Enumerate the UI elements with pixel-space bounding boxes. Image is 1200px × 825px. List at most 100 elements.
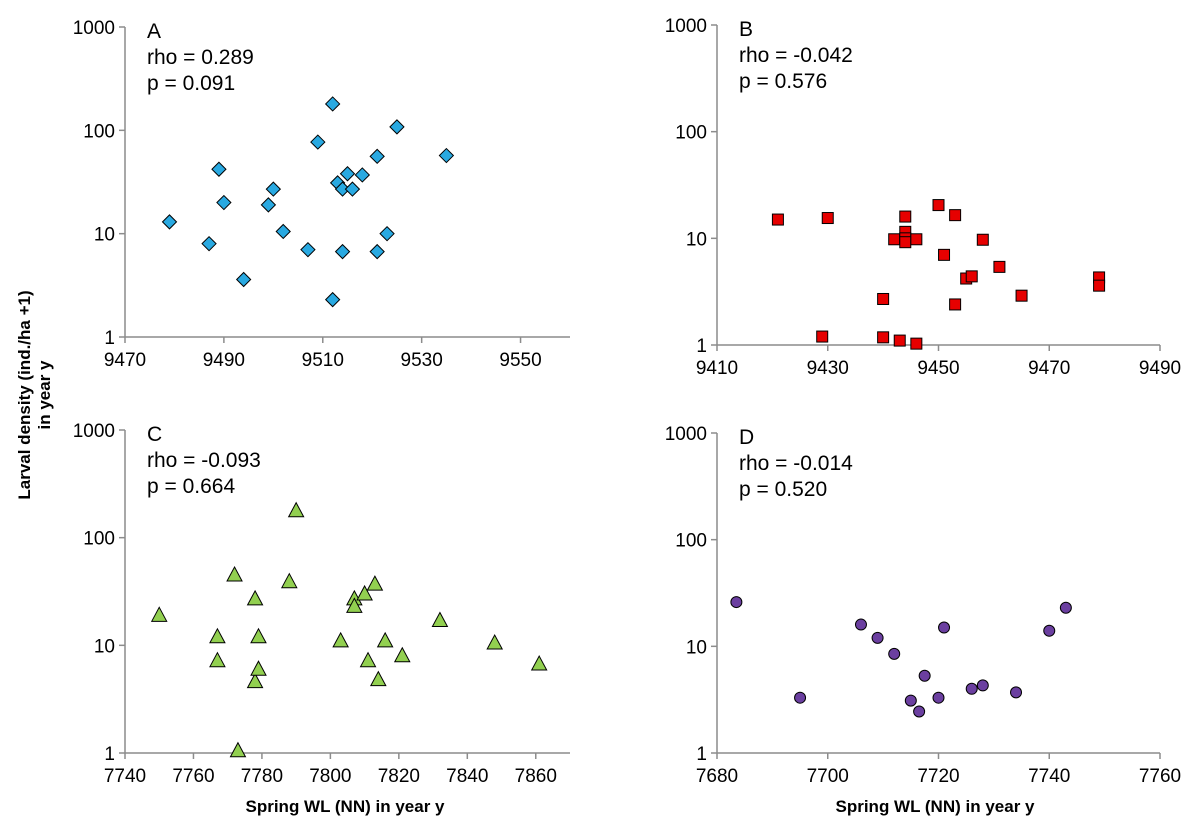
data-point (209, 627, 226, 644)
data-point (932, 199, 945, 212)
data-point (888, 647, 901, 660)
x-tick-label: 9410 (696, 358, 738, 379)
data-point (938, 248, 951, 261)
data-point (354, 167, 371, 183)
data-point (287, 501, 305, 518)
p-annotation: p = 0.091 (147, 72, 235, 95)
rho-annotation: rho = 0.289 (147, 46, 254, 69)
data-point (332, 631, 349, 648)
x-tick-label: 7720 (917, 766, 959, 787)
p-annotation: p = 0.664 (147, 475, 235, 498)
data-point (359, 651, 377, 668)
data-point (899, 236, 912, 249)
data-point (877, 331, 890, 344)
data-point (346, 597, 363, 613)
data-point (932, 691, 945, 704)
data-point (976, 679, 989, 692)
panel-letter: B (739, 18, 753, 41)
data-point (280, 572, 298, 589)
data-point (431, 611, 449, 628)
data-point (376, 631, 394, 648)
y-tick-label: 1 (696, 336, 707, 357)
data-point (226, 565, 243, 582)
data-point (877, 292, 890, 305)
y-tick-label: 100 (83, 529, 115, 550)
data-point (771, 213, 784, 226)
data-point (965, 682, 978, 695)
x-axis-label-right: Spring WL (NN) in year y (836, 797, 1036, 816)
x-tick-label: 7780 (241, 766, 283, 787)
data-point (904, 694, 917, 707)
data-point (324, 291, 341, 308)
data-point (211, 161, 227, 177)
data-point (993, 260, 1006, 273)
x-tick-label: 9530 (401, 350, 443, 371)
x-tick-label: 9470 (104, 350, 146, 371)
p-annotation: p = 0.576 (739, 70, 827, 93)
x-tick-label: 7760 (172, 766, 214, 787)
x-tick-label: 9490 (1139, 358, 1181, 379)
x-tick-label: 9490 (203, 350, 245, 371)
rho-annotation: rho = -0.014 (739, 452, 853, 475)
p-annotation: p = 0.520 (739, 478, 827, 501)
x-tick-label: 7740 (104, 766, 146, 787)
data-point (1043, 624, 1056, 637)
panel-c: 1 10 100 1000 7740 7760 7780 7800 7820 7840 7860 Cr… (73, 421, 570, 787)
data-point (310, 134, 326, 150)
data-point (821, 212, 834, 225)
y-tick-label: 10 (94, 636, 115, 657)
y-tick-label: 100 (675, 531, 707, 552)
data-point (949, 209, 962, 222)
data-point (888, 233, 901, 246)
y-tick-label: 100 (83, 121, 115, 142)
data-point (938, 621, 951, 634)
data-point (918, 669, 931, 682)
data-point (250, 627, 267, 644)
y-tick-label: 1000 (73, 18, 115, 39)
data-point (486, 633, 504, 650)
data-point (1059, 601, 1072, 614)
data-point (910, 233, 923, 246)
y-tick-label: 100 (675, 123, 707, 144)
x-tick-label: 9510 (302, 350, 344, 371)
data-point (899, 210, 912, 223)
data-point (161, 214, 178, 230)
data-point (250, 660, 267, 676)
data-point (1015, 289, 1028, 302)
y-tick-label: 1 (696, 744, 707, 765)
data-point (324, 96, 341, 112)
x-tick-label: 7840 (446, 766, 488, 787)
data-point (965, 270, 978, 283)
panel-letter: A (147, 20, 161, 43)
data-point (260, 197, 277, 213)
data-point (366, 575, 384, 591)
data-point (369, 670, 387, 687)
data-point (910, 337, 923, 350)
rho-annotation: rho = -0.042 (739, 44, 853, 67)
x-tick-label: 7680 (696, 766, 738, 787)
x-tick-label: 9450 (917, 358, 959, 379)
data-point (1093, 279, 1106, 292)
y-tick-label: 10 (686, 637, 707, 658)
y-tick-label: 10 (94, 225, 115, 246)
data-point (344, 181, 361, 197)
x-tick-label: 7820 (378, 766, 420, 787)
y-tick-label: 1000 (665, 424, 707, 445)
data-point (976, 233, 989, 246)
data-point (369, 148, 385, 165)
y-tick-label: 1000 (73, 421, 115, 442)
data-point (201, 235, 217, 252)
data-point (949, 298, 962, 311)
panel-letter: C (147, 423, 162, 446)
y-axis-label-line1: Larval density (ind./ha +1) (15, 290, 34, 499)
panel-letter: D (739, 426, 754, 449)
x-tick-label: 9430 (807, 358, 849, 379)
data-point (871, 631, 884, 644)
data-point (438, 147, 455, 164)
y-tick-label: 1000 (665, 16, 707, 37)
y-tick-label: 1 (104, 328, 115, 349)
